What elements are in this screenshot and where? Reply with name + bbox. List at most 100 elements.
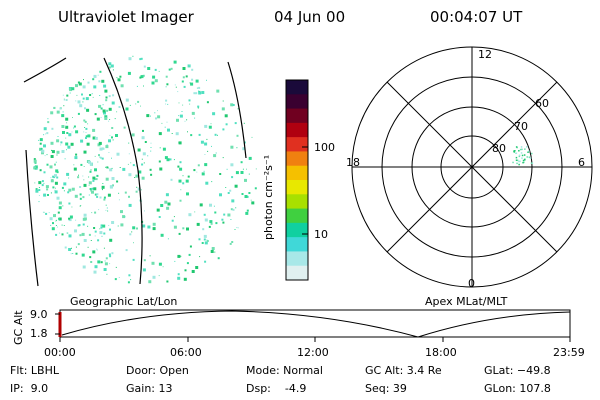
emission-pixel bbox=[179, 167, 183, 171]
emission-pixel bbox=[50, 177, 52, 179]
emission-pixel bbox=[183, 85, 186, 88]
emission-pixel bbox=[65, 99, 68, 101]
emission-pixel bbox=[80, 205, 82, 206]
emission-pixel bbox=[111, 136, 113, 139]
emission-pixel bbox=[99, 156, 101, 158]
emission-pixel bbox=[234, 184, 238, 188]
emission-pixel bbox=[79, 197, 82, 200]
polar-emission-pixel bbox=[518, 154, 521, 157]
emission-pixel bbox=[180, 189, 182, 191]
emission-pixel bbox=[158, 275, 160, 277]
emission-pixel bbox=[38, 201, 40, 203]
emission-pixel bbox=[69, 215, 73, 219]
emission-pixel bbox=[55, 161, 57, 163]
colorbar-segment bbox=[286, 80, 308, 95]
emission-pixel bbox=[190, 82, 194, 86]
emission-pixel bbox=[54, 181, 58, 185]
emission-pixel bbox=[92, 136, 96, 140]
emission-pixel bbox=[97, 161, 99, 163]
emission-pixel bbox=[197, 105, 200, 108]
emission-pixel bbox=[105, 177, 109, 181]
polar-emission-pixel bbox=[523, 154, 526, 156]
emission-pixel bbox=[55, 214, 56, 215]
emission-pixel bbox=[164, 156, 168, 160]
emission-pixel bbox=[93, 270, 97, 274]
polar-emission-pixel bbox=[529, 157, 532, 159]
emission-pixel bbox=[51, 127, 54, 130]
emission-pixel bbox=[143, 65, 146, 68]
emission-pixel bbox=[246, 168, 247, 170]
colorbar-segment bbox=[286, 137, 308, 152]
emission-pixel bbox=[151, 81, 155, 85]
emission-pixel bbox=[97, 260, 101, 264]
emission-pixel bbox=[251, 136, 253, 138]
emission-pixel bbox=[75, 100, 77, 102]
emission-pixel bbox=[108, 107, 112, 111]
emission-pixel bbox=[188, 99, 191, 102]
emission-pixel bbox=[154, 112, 156, 114]
status-ip: IP: 9.0 bbox=[10, 382, 49, 395]
emission-pixel bbox=[96, 193, 99, 196]
emission-pixel bbox=[225, 123, 228, 126]
emission-pixel bbox=[222, 221, 225, 224]
emission-pixel bbox=[194, 117, 196, 119]
polar-emission-pixel bbox=[514, 150, 516, 152]
emission-pixel bbox=[41, 184, 44, 187]
emission-pixel bbox=[34, 168, 36, 170]
emission-pixel bbox=[85, 127, 88, 130]
emission-pixel bbox=[112, 69, 114, 71]
emission-pixel bbox=[88, 160, 91, 164]
emission-pixel bbox=[103, 84, 107, 88]
emission-pixel bbox=[166, 206, 170, 210]
emission-pixel bbox=[34, 165, 38, 169]
grid-arc-right bbox=[227, 61, 247, 159]
emission-pixel bbox=[49, 217, 53, 221]
emission-pixel bbox=[71, 247, 72, 249]
emission-pixel bbox=[185, 75, 188, 78]
emission-pixel bbox=[78, 82, 82, 86]
emission-pixel bbox=[149, 255, 151, 257]
emission-pixel bbox=[178, 141, 181, 144]
status-glon: GLon: 107.8 bbox=[484, 382, 551, 395]
altitude-curve bbox=[61, 310, 571, 338]
emission-pixel bbox=[232, 208, 235, 211]
emission-pixel bbox=[229, 242, 232, 245]
emission-pixel bbox=[73, 127, 75, 129]
emission-pixel bbox=[105, 145, 109, 149]
polar-emission-pixel bbox=[512, 161, 514, 164]
emission-pixel bbox=[165, 103, 167, 105]
emission-pixel bbox=[100, 226, 103, 229]
emission-pixel bbox=[211, 247, 215, 250]
emission-pixel bbox=[165, 193, 169, 197]
emission-pixel bbox=[91, 212, 93, 214]
status-gc-alt: GC Alt: 3.4 Re bbox=[365, 364, 442, 377]
emission-pixel bbox=[150, 173, 153, 176]
emission-pixel bbox=[63, 99, 65, 101]
altitude-plot-frame bbox=[59, 309, 571, 338]
emission-pixel bbox=[91, 187, 94, 190]
emission-pixel bbox=[107, 210, 109, 212]
emission-pixel bbox=[147, 225, 151, 229]
emission-pixel bbox=[79, 205, 81, 207]
emission-pixel bbox=[90, 189, 93, 192]
emission-pixel bbox=[61, 186, 64, 189]
emission-pixel bbox=[158, 132, 162, 136]
emission-pixel bbox=[182, 227, 185, 230]
emission-pixel bbox=[92, 96, 94, 98]
emission-pixel bbox=[68, 188, 72, 192]
emission-pixel bbox=[54, 174, 57, 178]
status-door: Door: Open bbox=[126, 364, 189, 377]
polar-emission-pixel bbox=[524, 148, 526, 150]
emission-pixel bbox=[93, 85, 97, 89]
emission-pixel bbox=[83, 217, 87, 221]
emission-pixel bbox=[208, 225, 211, 228]
emission-pixel bbox=[125, 249, 128, 252]
emission-pixel bbox=[68, 234, 72, 238]
emission-pixel bbox=[108, 139, 111, 143]
emission-pixel bbox=[255, 168, 257, 170]
emission-pixel bbox=[87, 123, 89, 125]
polar-emission-pixel bbox=[526, 156, 528, 158]
emission-pixel bbox=[91, 93, 93, 95]
emission-pixel bbox=[102, 189, 103, 191]
